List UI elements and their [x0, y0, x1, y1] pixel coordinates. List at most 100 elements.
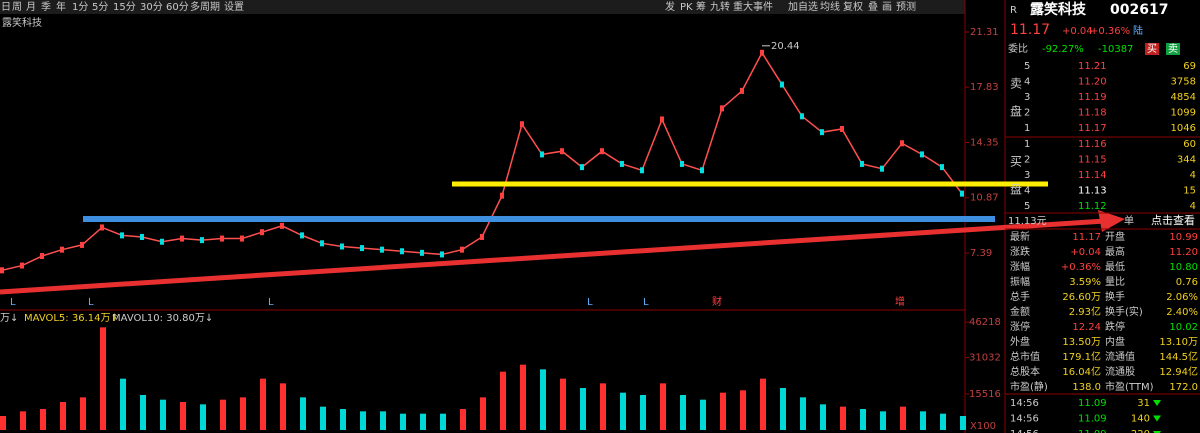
period-tab[interactable]: 5分 — [92, 1, 108, 13]
stat-label: 最高 — [1105, 245, 1125, 258]
level: 2 — [1024, 155, 1030, 166]
stat-label: 金额 — [1010, 305, 1030, 318]
level-volume: 69 — [1183, 61, 1196, 72]
trade-time: 14:56 — [1010, 429, 1039, 433]
volume-bar — [660, 383, 666, 430]
tool-button[interactable]: 画 — [882, 2, 892, 13]
volume-bar — [520, 364, 526, 430]
trade-price: 11.09 — [1078, 429, 1107, 433]
ratio: -92.27% — [1042, 44, 1084, 55]
level-price: 11.21 — [1078, 61, 1107, 72]
stat-value: 11.20 — [1169, 247, 1198, 258]
toolbar — [0, 0, 965, 14]
stat-value: 144.5亿 — [1159, 350, 1198, 363]
buy-button[interactable]: 买 — [1147, 43, 1157, 55]
period-tab[interactable]: 年 — [56, 0, 66, 13]
event-marker: L — [268, 297, 274, 308]
price-candle — [640, 167, 644, 174]
stat-label: 总市值 — [1010, 350, 1040, 363]
tool-button[interactable]: 筹 — [696, 0, 706, 13]
arrow-head — [1098, 210, 1125, 232]
price-candle — [200, 237, 204, 244]
level-price: 11.13 — [1078, 186, 1107, 197]
tool-button[interactable]: 加自选 — [788, 0, 818, 13]
volume-bar — [860, 409, 866, 430]
period-tab[interactable]: 60分 — [166, 1, 189, 13]
volume-legend: 万↓ — [0, 313, 18, 324]
stat-label: 市盈(TTM) — [1105, 380, 1154, 393]
level-volume: 1046 — [1171, 123, 1196, 134]
price-candle — [400, 248, 404, 255]
volume-bar — [360, 411, 366, 430]
peak-label: 20.44 — [771, 41, 800, 52]
level: 5 — [1024, 61, 1030, 72]
period-tab[interactable]: 设置 — [224, 1, 244, 13]
stat-value: 138.0 — [1072, 382, 1101, 393]
volume-bar — [500, 371, 506, 430]
price-candle — [20, 262, 24, 269]
last-price: 11.17 — [1010, 22, 1050, 38]
stat-label: 换手 — [1105, 290, 1125, 303]
tool-button[interactable]: 复权 — [843, 0, 863, 13]
volume-bar — [740, 390, 746, 430]
level: 1 — [1024, 139, 1030, 150]
period-tab[interactable]: 30分 — [140, 1, 163, 13]
tool-button[interactable]: 预测 — [896, 0, 916, 13]
stat-value: 13.50万 — [1062, 337, 1101, 348]
sell-button[interactable]: 卖 — [1168, 43, 1178, 55]
tag: 陆 — [1133, 24, 1143, 37]
price-candle — [900, 140, 904, 147]
flag: R — [1010, 5, 1017, 16]
price-candle — [940, 164, 944, 171]
price-candle — [780, 81, 784, 88]
event-marker: L — [88, 297, 94, 308]
stat-label: 外盘 — [1010, 335, 1030, 348]
side-label: 买 — [1010, 155, 1022, 169]
period-tab[interactable]: 日 — [1, 2, 11, 13]
banner-link[interactable]: 点击查看 — [1151, 213, 1195, 227]
volume-bar — [780, 388, 786, 430]
price-candle — [880, 165, 884, 172]
stat-value: 16.04亿 — [1062, 365, 1101, 378]
volume-bar — [560, 378, 566, 430]
period-tab[interactable]: 多周期 — [190, 0, 220, 13]
volume-bar — [480, 397, 486, 430]
price-candle — [60, 246, 64, 253]
tool-button[interactable]: 均线 — [820, 0, 840, 13]
period-tab[interactable]: 月 — [26, 1, 36, 13]
period-tab[interactable]: 周 — [12, 1, 22, 13]
price-candle — [760, 49, 764, 56]
price-candle — [720, 105, 724, 112]
tool-button[interactable]: 发 — [665, 0, 675, 13]
level-price: 11.17 — [1078, 123, 1107, 134]
volume-bar — [620, 392, 626, 430]
volume-bar — [820, 404, 826, 430]
trade-volume: 31 — [1137, 398, 1150, 409]
stat-value: 3.59% — [1069, 277, 1101, 288]
price-candle — [440, 251, 444, 258]
volume-bar — [80, 397, 86, 430]
tool-button[interactable]: 叠 — [868, 1, 878, 13]
volume-bar — [700, 399, 706, 430]
stock-name: 露笑科技 — [1030, 1, 1087, 18]
tool-button[interactable]: PK — [680, 2, 693, 13]
sell-btn-bg — [1166, 43, 1180, 55]
tool-button[interactable]: 重大事件 — [733, 0, 773, 13]
period-tab[interactable]: 15分 — [113, 1, 136, 13]
price-candle — [160, 238, 164, 245]
price-candle — [600, 148, 604, 155]
banner-tail: 单 — [1124, 215, 1134, 227]
stat-value: 2.06% — [1166, 292, 1198, 303]
tool-button[interactable]: 九转 — [710, 0, 730, 13]
price-candle — [580, 164, 584, 171]
level-price: 11.18 — [1078, 108, 1107, 119]
level-price: 11.16 — [1078, 139, 1107, 150]
volume-bar — [440, 413, 446, 430]
period-tab[interactable]: 1分 — [72, 1, 88, 13]
stat-value: 11.17 — [1072, 232, 1101, 243]
period-tab[interactable]: 季 — [41, 1, 51, 13]
stat-label: 流通股 — [1105, 365, 1135, 378]
stat-label: 换手(实) — [1105, 305, 1143, 318]
